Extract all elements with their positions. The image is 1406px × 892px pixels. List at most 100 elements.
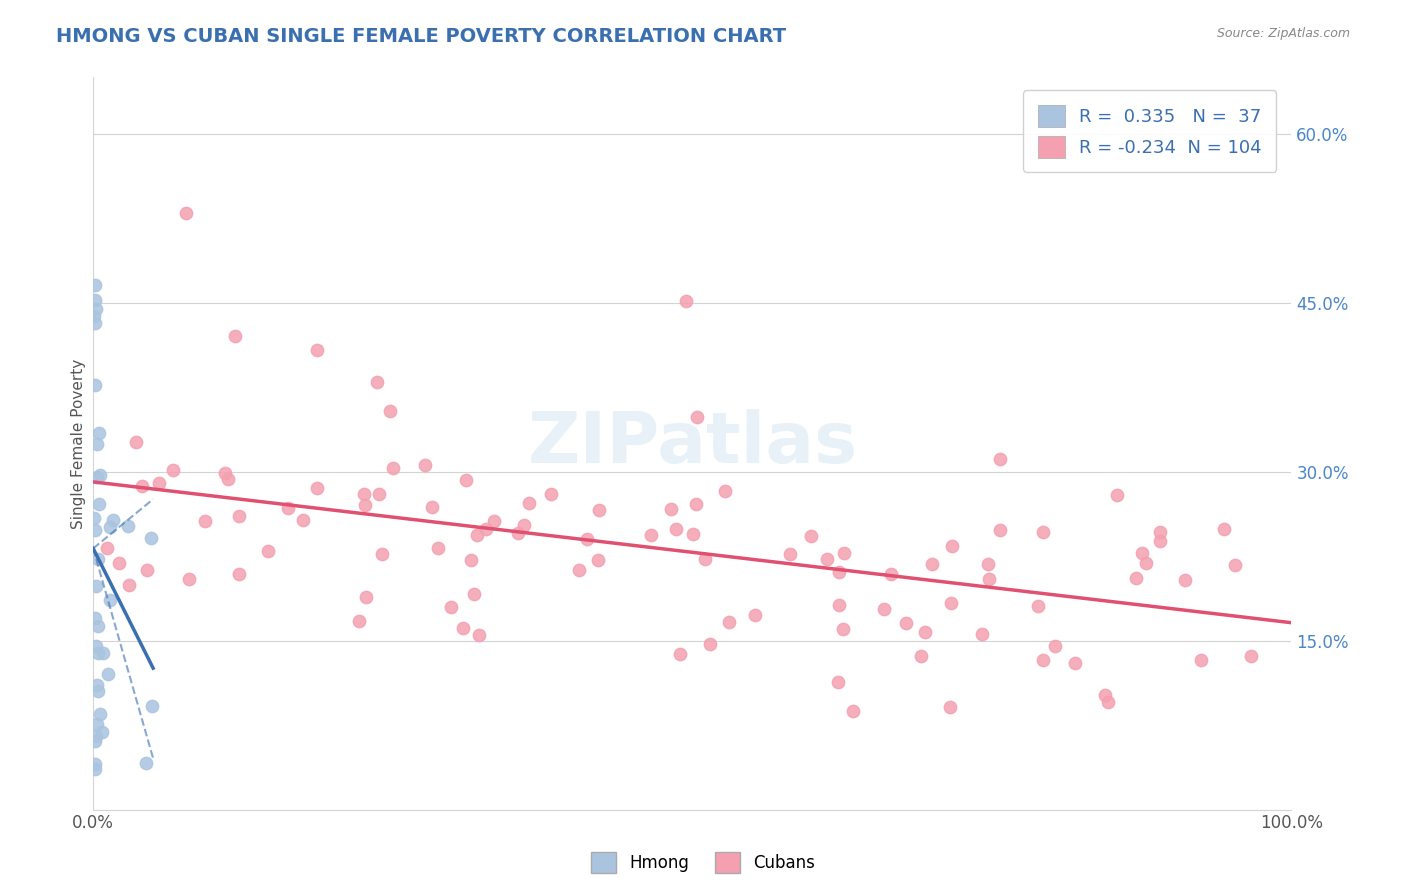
Point (87, 552, 110, 566)
Point (1097, 695, 1119, 709)
Point (828, 565, 851, 579)
Point (695, 551, 717, 566)
Point (977, 557, 1000, 571)
Point (828, 598, 851, 612)
Point (125, 434, 148, 449)
Point (84, 317, 107, 331)
Point (135, 563, 157, 577)
Point (588, 503, 610, 517)
Point (83, 524, 105, 538)
Point (831, 622, 853, 636)
Point (914, 625, 936, 640)
Point (669, 647, 692, 661)
Point (194, 514, 217, 528)
Point (1174, 573, 1197, 587)
Point (779, 548, 801, 562)
Point (970, 627, 993, 641)
Point (86, 618, 108, 632)
Point (89, 468, 111, 483)
Point (83, 309, 105, 323)
Point (1064, 657, 1087, 671)
Point (420, 500, 443, 515)
Point (682, 527, 704, 541)
Point (1107, 488, 1129, 502)
Point (91, 725, 114, 739)
Point (217, 472, 239, 486)
Point (921, 557, 943, 571)
Point (665, 521, 688, 535)
Point (86, 678, 108, 692)
Point (179, 572, 201, 586)
Point (356, 591, 378, 605)
Point (1149, 525, 1171, 540)
Point (307, 481, 329, 495)
Point (371, 548, 394, 562)
Point (575, 533, 598, 547)
Point (98, 520, 121, 534)
Point (87, 646, 110, 660)
Point (460, 553, 482, 567)
Point (83, 510, 105, 524)
Point (118, 578, 141, 592)
Point (675, 293, 697, 308)
Point (939, 700, 962, 714)
Y-axis label: Single Female Poverty: Single Female Poverty (72, 359, 86, 529)
Point (174, 205, 197, 219)
Point (84, 277, 107, 292)
Point (1135, 556, 1157, 570)
Point (148, 476, 170, 491)
Point (307, 343, 329, 357)
Point (832, 546, 855, 560)
Legend: Hmong, Cubans: Hmong, Cubans (585, 846, 821, 880)
Point (1223, 558, 1246, 572)
Point (103, 513, 125, 527)
Point (228, 566, 250, 581)
Point (1125, 571, 1147, 585)
Point (84, 611, 107, 625)
Point (513, 517, 536, 532)
Point (517, 496, 540, 510)
Point (413, 458, 436, 472)
Point (141, 532, 163, 546)
Point (482, 514, 505, 528)
Point (873, 602, 896, 616)
Point (83, 378, 105, 392)
Point (97, 667, 120, 681)
Point (291, 513, 314, 527)
Point (96, 541, 118, 555)
Point (456, 473, 478, 487)
Legend: R =  0.335   N =  37, R = -0.234  N = 104: R = 0.335 N = 37, R = -0.234 N = 104 (1024, 90, 1277, 172)
Point (686, 410, 709, 425)
Point (718, 615, 741, 630)
Point (1031, 653, 1053, 667)
Point (224, 329, 246, 343)
Point (988, 451, 1011, 466)
Point (135, 756, 157, 770)
Point (1240, 648, 1263, 663)
Point (640, 528, 662, 542)
Text: HMONG VS CUBAN SINGLE FEMALE POVERTY CORRELATION CHART: HMONG VS CUBAN SINGLE FEMALE POVERTY COR… (56, 27, 786, 45)
Point (380, 404, 402, 418)
Point (977, 572, 1000, 586)
Point (463, 587, 485, 601)
Point (880, 566, 903, 581)
Text: ZIPatlas: ZIPatlas (527, 409, 858, 478)
Point (84, 734, 107, 748)
Text: Source: ZipAtlas.com: Source: ZipAtlas.com (1216, 27, 1350, 40)
Point (117, 518, 139, 533)
Point (506, 526, 529, 541)
Point (939, 596, 962, 610)
Point (586, 552, 609, 566)
Point (451, 621, 474, 635)
Point (141, 699, 163, 714)
Point (257, 544, 280, 558)
Point (815, 552, 838, 566)
Point (86, 470, 108, 484)
Point (1043, 639, 1066, 653)
Point (827, 674, 849, 689)
Point (83, 762, 105, 776)
Point (83, 293, 105, 308)
Point (474, 522, 496, 536)
Point (426, 541, 449, 555)
Point (89, 706, 111, 721)
